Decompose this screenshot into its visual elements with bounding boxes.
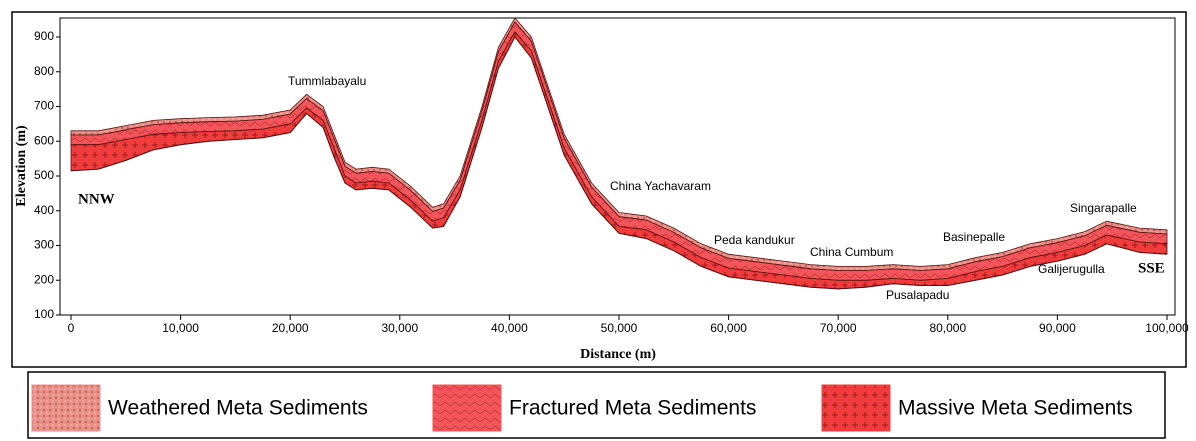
y-tick-label: 900 <box>34 29 54 43</box>
y-axis-title: Elevation (m) <box>14 125 29 207</box>
legend-label: Massive Meta Sediments <box>898 397 1133 420</box>
legend-swatch <box>31 384 101 432</box>
place-label: Singarapalle <box>1070 201 1137 215</box>
y-tick-label: 400 <box>34 203 54 217</box>
legend-label: Weathered Meta Sediments <box>108 397 368 420</box>
layer-band <box>70 31 1168 290</box>
x-tick-label: 40,000 <box>491 321 528 335</box>
place-label: Galijerugulla <box>1038 262 1105 276</box>
place-label: Peda kandukur <box>714 233 795 247</box>
y-tick-label: 200 <box>34 272 54 286</box>
y-tick-label: 800 <box>34 64 54 78</box>
x-tick-label: 70,000 <box>820 321 857 335</box>
y-tick-label: 300 <box>34 238 54 252</box>
place-label: Tummlabayalu <box>288 74 366 88</box>
layer-base <box>70 36 1168 290</box>
x-tick-label: 0 <box>68 321 75 335</box>
legend-swatch <box>821 384 891 432</box>
x-tick-label: 10,000 <box>162 321 199 335</box>
y-tick-label: 100 <box>34 307 54 321</box>
y-tick-label: 600 <box>34 133 54 147</box>
place-label: China Yachavaram <box>610 179 711 193</box>
direction-label: NNW <box>78 191 115 207</box>
x-tick-label: 30,000 <box>381 321 418 335</box>
chart-frame <box>11 11 1187 368</box>
legend-swatch <box>432 384 502 432</box>
x-tick-label: 100,000 <box>1145 321 1189 335</box>
x-tick-label: 50,000 <box>601 321 638 335</box>
y-tick-label: 500 <box>34 168 54 182</box>
x-axis-title: Distance (m) <box>580 347 656 362</box>
legend <box>27 371 1166 439</box>
x-tick-label: 60,000 <box>710 321 747 335</box>
x-tick-label: 20,000 <box>272 321 309 335</box>
place-label: China Cumbum <box>810 245 893 259</box>
place-label: Basinepalle <box>943 230 1005 244</box>
place-label: Pusalapadu <box>886 288 949 302</box>
x-tick-label: 80,000 <box>929 321 966 335</box>
direction-label: SSE <box>1138 260 1165 276</box>
x-tick-label: 90,000 <box>1039 321 1076 335</box>
y-tick-label: 700 <box>34 99 54 113</box>
legend-label: Fractured Meta Sediments <box>509 397 756 420</box>
plot-area <box>59 17 1176 316</box>
